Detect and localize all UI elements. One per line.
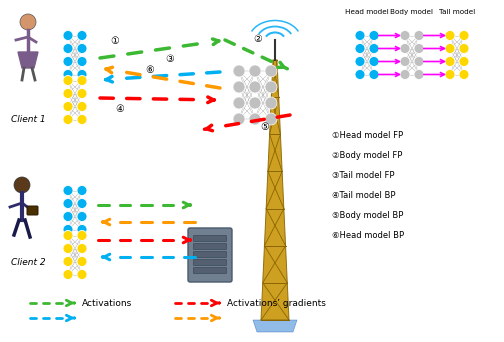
Circle shape — [77, 76, 87, 86]
Circle shape — [369, 30, 379, 40]
Circle shape — [369, 43, 379, 53]
Text: Client 2: Client 2 — [11, 258, 45, 267]
Text: ②: ② — [254, 34, 263, 44]
Circle shape — [265, 97, 277, 109]
Circle shape — [459, 69, 469, 79]
Circle shape — [400, 30, 410, 40]
FancyBboxPatch shape — [27, 206, 38, 215]
Polygon shape — [253, 320, 297, 332]
Text: ①: ① — [110, 36, 119, 46]
Circle shape — [77, 43, 87, 53]
Circle shape — [355, 30, 365, 40]
Text: Body model: Body model — [391, 9, 433, 15]
Circle shape — [63, 43, 73, 53]
Circle shape — [265, 113, 277, 125]
Circle shape — [63, 185, 73, 196]
Circle shape — [249, 113, 261, 125]
Text: ①Head model FP: ①Head model FP — [332, 131, 403, 140]
Circle shape — [63, 89, 73, 98]
Polygon shape — [18, 52, 38, 68]
Text: ⑤: ⑤ — [261, 122, 269, 132]
Text: ⑤Body model BP: ⑤Body model BP — [332, 210, 403, 220]
Circle shape — [63, 102, 73, 111]
Circle shape — [77, 115, 87, 124]
Circle shape — [414, 43, 424, 53]
Circle shape — [77, 56, 87, 66]
Circle shape — [63, 244, 73, 253]
Circle shape — [233, 81, 245, 93]
FancyBboxPatch shape — [194, 267, 226, 274]
Circle shape — [265, 65, 277, 77]
Circle shape — [233, 113, 245, 125]
Circle shape — [63, 198, 73, 209]
Circle shape — [63, 211, 73, 222]
Circle shape — [63, 224, 73, 235]
Text: Client 1: Client 1 — [11, 115, 45, 124]
Circle shape — [249, 65, 261, 77]
FancyBboxPatch shape — [194, 251, 226, 258]
Circle shape — [77, 30, 87, 40]
Circle shape — [249, 81, 261, 93]
Circle shape — [355, 43, 365, 53]
Circle shape — [265, 81, 277, 93]
Circle shape — [445, 30, 455, 40]
Circle shape — [63, 76, 73, 86]
FancyBboxPatch shape — [194, 244, 226, 250]
Text: ③Tail model FP: ③Tail model FP — [332, 171, 395, 180]
Circle shape — [63, 256, 73, 266]
Circle shape — [369, 69, 379, 79]
Circle shape — [77, 231, 87, 240]
Circle shape — [77, 102, 87, 111]
Circle shape — [249, 97, 261, 109]
Circle shape — [400, 56, 410, 66]
Circle shape — [77, 244, 87, 253]
Circle shape — [414, 30, 424, 40]
Circle shape — [414, 69, 424, 79]
Circle shape — [400, 69, 410, 79]
Circle shape — [445, 56, 455, 66]
Circle shape — [77, 69, 87, 79]
Text: ③: ③ — [166, 54, 174, 64]
Circle shape — [459, 30, 469, 40]
Text: ⑥Head model BP: ⑥Head model BP — [332, 231, 404, 239]
Circle shape — [77, 256, 87, 266]
Text: ⑥: ⑥ — [146, 65, 154, 75]
Text: ④: ④ — [115, 104, 124, 114]
Circle shape — [63, 269, 73, 279]
Text: Tail model: Tail model — [439, 9, 475, 15]
Circle shape — [77, 224, 87, 235]
FancyBboxPatch shape — [194, 260, 226, 265]
Polygon shape — [261, 60, 289, 320]
Text: Activations’ gradients: Activations’ gradients — [227, 299, 326, 307]
Circle shape — [445, 69, 455, 79]
Circle shape — [355, 69, 365, 79]
FancyBboxPatch shape — [188, 228, 232, 282]
Circle shape — [63, 56, 73, 66]
Circle shape — [445, 43, 455, 53]
Circle shape — [20, 14, 36, 30]
Text: Activations: Activations — [82, 299, 132, 307]
Circle shape — [63, 69, 73, 79]
Circle shape — [63, 115, 73, 124]
Circle shape — [233, 65, 245, 77]
Circle shape — [459, 43, 469, 53]
Circle shape — [369, 56, 379, 66]
Circle shape — [63, 231, 73, 240]
FancyBboxPatch shape — [194, 236, 226, 241]
Circle shape — [77, 269, 87, 279]
Circle shape — [77, 198, 87, 209]
Circle shape — [355, 56, 365, 66]
Text: ②Body model FP: ②Body model FP — [332, 150, 402, 159]
Circle shape — [77, 89, 87, 98]
Circle shape — [233, 97, 245, 109]
Circle shape — [414, 56, 424, 66]
Circle shape — [14, 177, 30, 193]
Circle shape — [459, 56, 469, 66]
Circle shape — [77, 185, 87, 196]
Text: ④Tail model BP: ④Tail model BP — [332, 190, 396, 199]
Text: Head model: Head model — [345, 9, 389, 15]
Circle shape — [77, 211, 87, 222]
Circle shape — [63, 30, 73, 40]
Circle shape — [400, 43, 410, 53]
